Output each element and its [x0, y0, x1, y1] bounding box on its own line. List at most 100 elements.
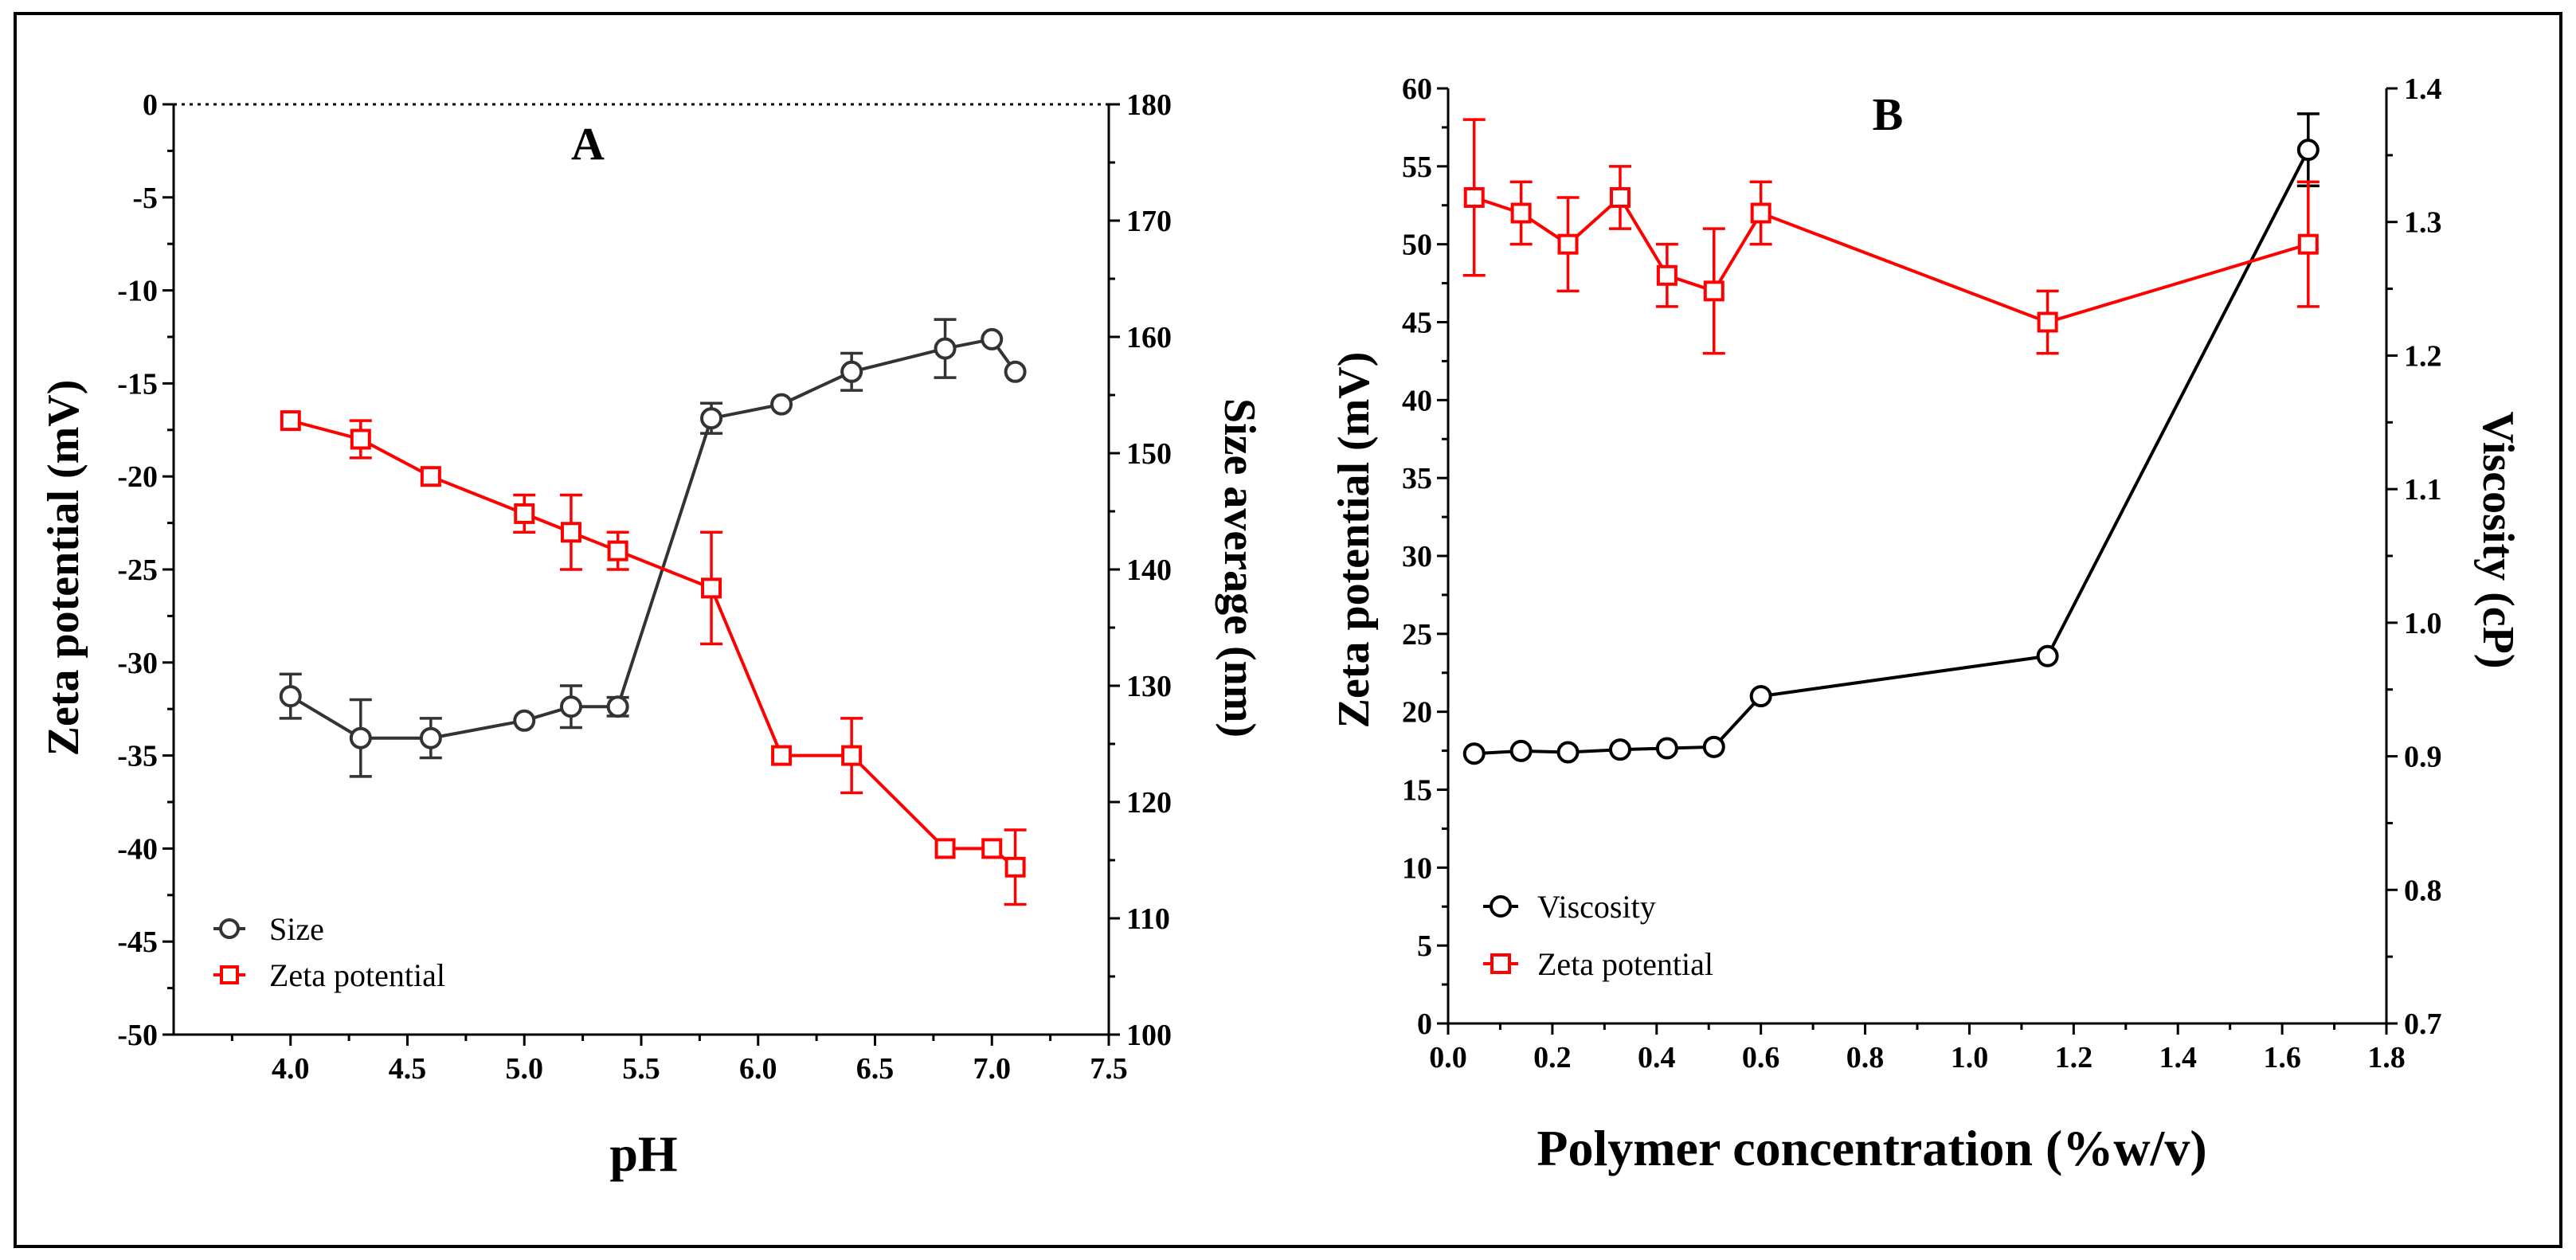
panel-a-size-point — [1004, 360, 1027, 383]
legend-viscosity-label: Viscosity — [1537, 889, 1656, 925]
panel-b-y2-tick-label: 0.7 — [2404, 1008, 2442, 1041]
panel-b-viscosity-point — [2296, 139, 2320, 162]
legend-size-marker — [219, 918, 240, 939]
panel-a-size-point — [513, 709, 536, 732]
legend-viscosity-marker — [1490, 895, 1512, 918]
panel-b-zeta-potential-point — [1557, 233, 1579, 255]
panel-b-y2-tick-label: 0.8 — [2404, 874, 2442, 907]
panel-b-y-tick-label: 35 — [1402, 462, 1432, 495]
panel-a-size-point — [840, 360, 863, 383]
panel-a-y-tick-label: -20 — [117, 460, 158, 494]
panel-b-x-tick-label: 0.2 — [1533, 1041, 1572, 1074]
panel-a-size-point — [559, 695, 582, 718]
panel-b-y-tick-label: 10 — [1402, 851, 1432, 885]
panel-b-zeta-potential-point — [1750, 202, 1771, 224]
panel-a-size-point — [279, 685, 302, 708]
panel-b-viscosity-point — [1749, 685, 1772, 708]
panel-b-y-axis-title: Zeta potential (mV) — [1329, 352, 1379, 729]
panel-b-viscosity-point — [1608, 738, 1631, 761]
panel-a-zeta-potential-point — [607, 540, 628, 562]
panel-a-y2-tick-label: 130 — [1126, 670, 1172, 703]
panel-a-zeta-potential-point — [981, 838, 1003, 859]
panel-b-viscosity-point — [1462, 742, 1486, 765]
legend-zeta-marker — [220, 965, 239, 984]
panel-a-y-tick-label: -15 — [117, 367, 158, 401]
panel-a-size-point — [770, 393, 793, 416]
panel-a-zeta-potential-line — [290, 419, 1016, 869]
panel-b-y2-tick-label: 1.4 — [2404, 72, 2442, 106]
panel-b-x-tick-label: 0.0 — [1429, 1041, 1467, 1074]
legend-zeta-b-label: Zeta potential — [1537, 946, 1713, 982]
panel-a-y2-tick-label: 100 — [1126, 1019, 1172, 1052]
legend-zeta-b-marker — [1490, 953, 1511, 974]
panel-b-zeta-potential-point — [1510, 202, 1532, 224]
panel-a-zeta-potential-point — [771, 745, 793, 766]
panel-b-viscosity-point — [1702, 735, 1725, 758]
panel-a-plot: 0 -5 -10 -15 -20 -25 -30 -35 -40 -45 -50 180 170 160 1… — [117, 88, 1172, 1086]
panel-a-y-tick-label: -25 — [117, 554, 158, 587]
panel-a-y-tick-label: -10 — [117, 275, 158, 308]
panel-a-size-point — [606, 695, 629, 718]
panel-b-y-tick-label: 45 — [1402, 307, 1432, 340]
panel-a-y2-tick-label: 180 — [1126, 88, 1172, 122]
figure-frame — [14, 12, 2562, 1248]
panel-b-y-tick-label: 60 — [1402, 72, 1432, 106]
panel-b-x-tick-label: 1.4 — [2159, 1041, 2197, 1074]
panel-a-y-tick-label: -30 — [117, 647, 158, 680]
panel-a-y-tick-label: 0 — [143, 88, 158, 122]
panel-a-zeta-potential-point — [841, 745, 863, 766]
panel-a-y-tick-label: -50 — [117, 1019, 158, 1052]
panel-b-zeta-potential-point — [1463, 186, 1485, 208]
panel-b-y-tick-label: 20 — [1402, 696, 1432, 730]
panel-a-zeta-potential-point — [420, 466, 441, 487]
panel-a-size-point — [934, 337, 957, 360]
panel-a-x-tick-label: 4.5 — [389, 1052, 427, 1086]
panel-a-zeta-potential-point — [514, 503, 535, 524]
panel-b-viscosity-point — [1556, 741, 1580, 764]
panel-a-zeta-potential-point — [560, 522, 581, 543]
panel-a-size-point — [700, 407, 723, 430]
panel-a-zeta-potential-point — [1004, 856, 1026, 878]
panel-b-y-tick-label: 25 — [1402, 618, 1432, 652]
panel-a-zeta-potential-point — [350, 428, 371, 450]
panel-b-zeta-potential-point — [2297, 233, 2319, 255]
panel-b-y2-tick-label: 0.9 — [2404, 741, 2442, 774]
legend-size-label: Size — [269, 911, 324, 947]
panel-b-x-tick-label: 1.6 — [2263, 1041, 2301, 1074]
panel-b-y-tick-label: 50 — [1402, 229, 1432, 262]
panel-b-y-tick-label: 15 — [1402, 774, 1432, 808]
panel-a-x-tick-label: 5.5 — [622, 1052, 660, 1086]
panel-b-zeta-potential-point — [1609, 186, 1631, 208]
panel-a-zeta-potential-point — [701, 577, 722, 599]
panel-b-y2-tick-label: 1.2 — [2404, 339, 2442, 373]
panel-a-y-axis-title: Zeta potential (mV) — [39, 380, 88, 757]
panel-b-x-tick-label: 1.0 — [1951, 1041, 1989, 1074]
panel-a-zeta-potential-point — [934, 838, 956, 859]
panel-b-legend: Viscosity Zeta potential — [1483, 889, 1713, 982]
panel-a-y-tick-label: -40 — [117, 832, 158, 866]
panel-a-x-tick-label: 7.5 — [1090, 1052, 1128, 1086]
panel-b-y2-tick-label: 1.0 — [2404, 607, 2442, 640]
panel-a-y2-tick-label: 170 — [1126, 205, 1172, 238]
panel-a-y-tick-label: -5 — [132, 182, 158, 215]
panel-b-x-tick-label: 0.8 — [1846, 1041, 1885, 1074]
panel-b-y-tick-label: 30 — [1402, 540, 1432, 573]
panel-a-x-tick-label: 7.0 — [973, 1052, 1012, 1086]
panel-a-x-tick-label: 6.0 — [739, 1052, 777, 1086]
panel-a-x-tick-label: 6.5 — [856, 1052, 895, 1086]
panel-a-size-point — [419, 726, 442, 749]
panel-b-zeta-potential-line — [1474, 194, 2309, 324]
panel-a-y2-tick-label: 140 — [1126, 554, 1172, 587]
panel-a-x-tick-label: 4.0 — [272, 1052, 310, 1086]
panel-b-x-tick-label: 0.6 — [1742, 1041, 1780, 1074]
panel-a-y-tick-label: -45 — [117, 925, 158, 959]
panel-b-y-tick-label: 5 — [1417, 929, 1432, 963]
panel-b-y-tick-label: 55 — [1402, 151, 1432, 184]
panel-a-x-axis-title: pH — [609, 1125, 677, 1182]
panel-a-y2-axis-title: Size average (nm) — [1215, 398, 1264, 738]
legend-zeta-label: Zeta potential — [269, 957, 445, 993]
panel-b-y2-axis-title: Viscosity (cP) — [2473, 412, 2523, 669]
panel-b-zeta-potential-point — [1703, 280, 1725, 302]
panel-a-size-point — [981, 327, 1004, 350]
